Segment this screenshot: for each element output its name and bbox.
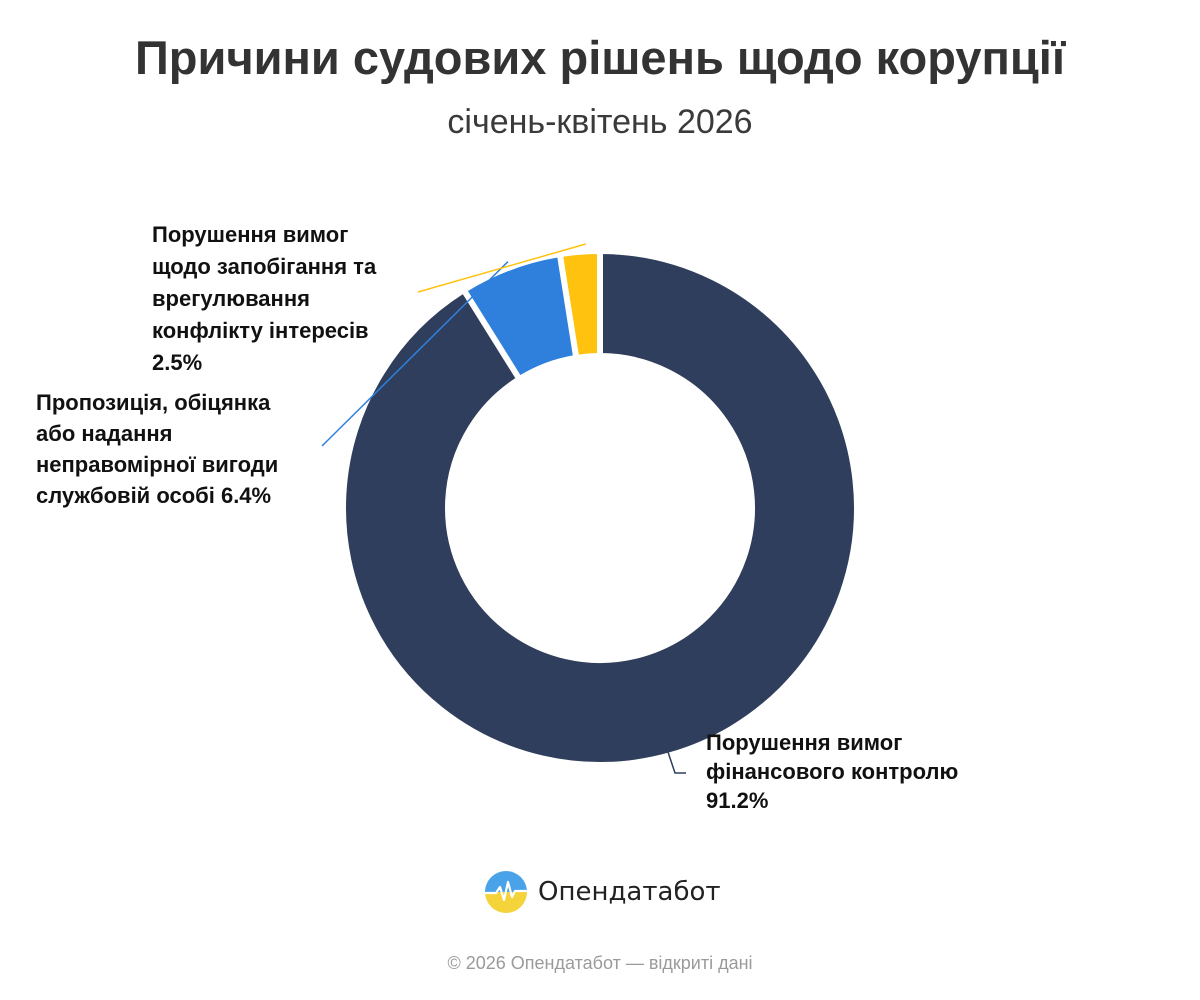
slice-label-line: Пропозиція, обіцянка (36, 390, 271, 415)
slice-label-line: щодо запобігання та (152, 254, 377, 279)
footer-copyright: © 2026 Опендатабот — відкриті дані (447, 953, 753, 973)
leader-line-2 (417, 243, 587, 293)
brand-name: Опендатабот (538, 877, 721, 907)
slice-label-1: Пропозиція, обіцянка або надання неправомі… (36, 390, 278, 508)
leader-line-0 (667, 751, 686, 774)
slice-label-0: Порушення вимог фінансового контролю 91.2% (706, 730, 958, 813)
brand: Опендатабот (484, 868, 721, 916)
slice-label-line: конфлікту інтересів (152, 318, 369, 343)
slice-label-line: або надання (36, 421, 173, 446)
slice-label-line: Порушення вимог (706, 730, 902, 755)
slice-label-line: неправомірної вигоди (36, 452, 278, 477)
leader-line-1 (321, 261, 509, 447)
page-title: Причини судових рішень щодо корупції (134, 31, 1066, 84)
slice-label-line: 91.2% (706, 788, 768, 813)
slice-label-2: Порушення вимог щодо запобігання та врегул… (152, 222, 377, 375)
slice-label-line: Порушення вимог (152, 222, 348, 247)
page-subtitle: січень-квітень 2026 (447, 103, 753, 141)
slice-label-line: фінансового контролю (706, 759, 958, 784)
slice-0 (344, 252, 856, 764)
slice-label-line: 2.5% (152, 350, 202, 375)
slice-2 (561, 252, 599, 357)
opendatabot-logo-icon (485, 871, 527, 913)
slice-label-line: врегулювання (152, 286, 310, 311)
slice-label-line: службовій особі 6.4% (36, 483, 271, 508)
